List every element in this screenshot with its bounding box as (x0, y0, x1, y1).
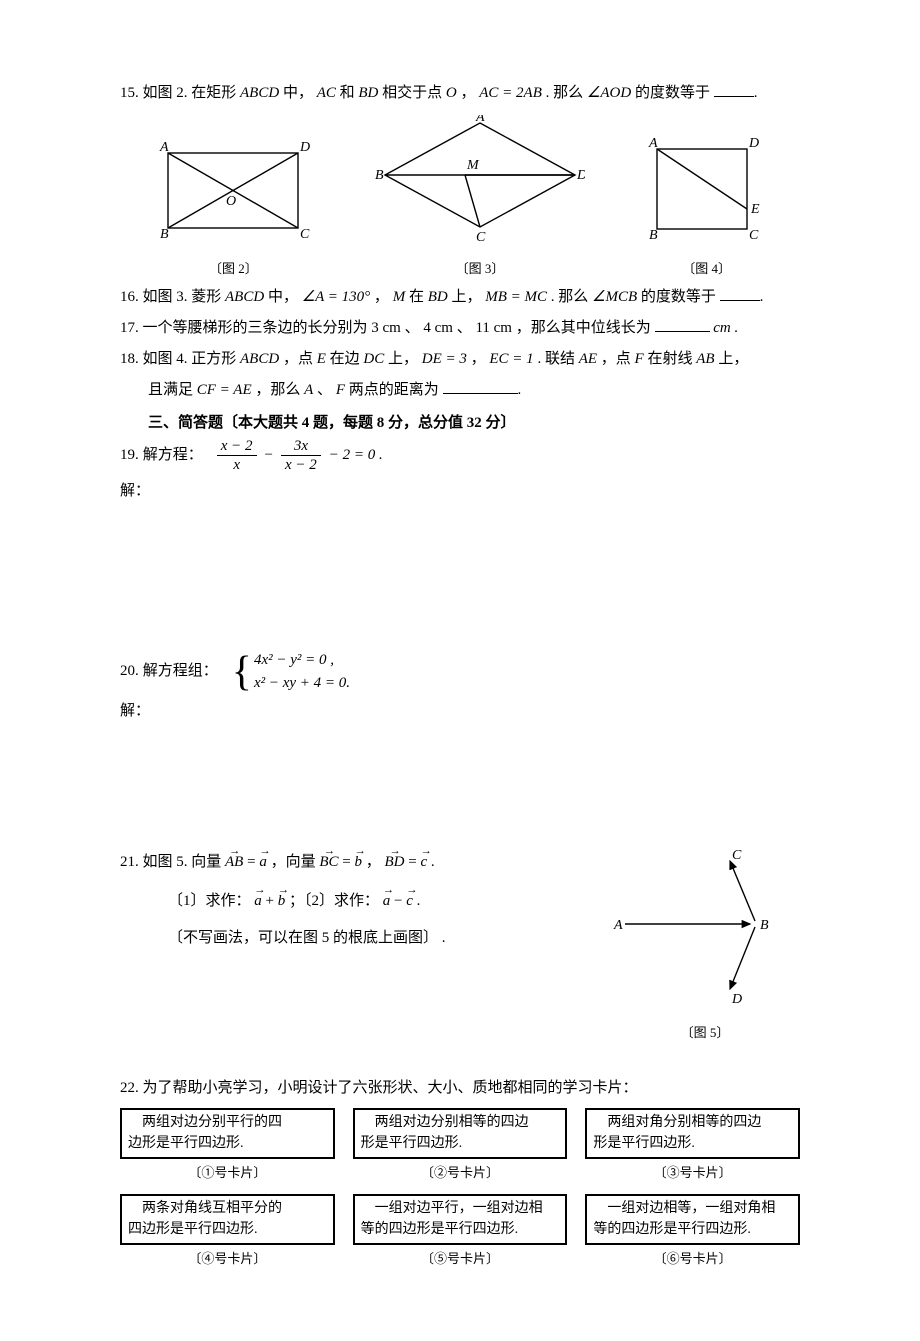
figure-5-svg: A B C D (610, 849, 800, 1009)
svg-text:M: M (466, 158, 480, 173)
svg-text:B: B (160, 227, 169, 242)
problem-18-line2: 且满足 CF = AE ，那么 A 、 F 两点的距离为 . (120, 377, 800, 404)
figure-2: A D B C O 〔图 2〕 (148, 135, 318, 280)
q-num: 19. (120, 442, 139, 469)
card-4: 两条对角线互相平分的四边形是平行四边形. 〔④号卡片〕 (120, 1194, 335, 1270)
problem-15: 15. 如图 2. 在矩形 ABCD 中， AC 和 BD 相交于点 O ， A… (120, 80, 800, 107)
svg-text:C: C (732, 849, 742, 863)
blank (443, 378, 518, 394)
vector: AB (225, 849, 243, 876)
q-num: 20. (120, 658, 139, 685)
svg-text:B: B (375, 168, 384, 183)
svg-text:D: D (731, 992, 742, 1007)
problem-18: 18. 如图 4. 正方形 ABCD ，点 E 在边 DC 上， DE = 3 … (120, 346, 800, 373)
figure-5: A B C D 〔图 5〕 (610, 849, 800, 1044)
figure-2-svg: A D B C O (148, 135, 318, 245)
svg-text:A: A (159, 140, 169, 155)
svg-text:D: D (748, 136, 759, 151)
q-num: 16. (120, 289, 139, 305)
problem-17: 17. 一个等腰梯形的三条边的长分别为 3 cm 、 4 cm 、 11 cm … (120, 315, 800, 342)
card-6: 一组对边相等，一组对角相等的四边形是平行四边形. 〔⑥号卡片〕 (585, 1194, 800, 1270)
svg-text:C: C (749, 228, 759, 243)
problem-19: 19. 解方程： x − 2 x − 3x x − 2 − 2 = 0 . (120, 437, 800, 474)
card-row-1: 两组对边分别平行的四边形是平行四边形. 〔①号卡片〕 两组对边分别相等的四边形是… (120, 1108, 800, 1184)
card-2: 两组对边分别相等的四边形是平行四边形. 〔②号卡片〕 (353, 1108, 568, 1184)
problem-19-solution-label: 解： (120, 478, 800, 505)
q-num: 15. (120, 85, 139, 101)
figure-5-caption: 〔图 5〕 (610, 1021, 800, 1044)
q-num: 17. (120, 320, 139, 336)
fraction: x − 2 x (217, 437, 257, 474)
equation-system: { 4x² − y² = 0 , x² − xy + 4 = 0. (232, 649, 350, 694)
fraction: 3x x − 2 (281, 437, 321, 474)
q-num: 21. (120, 854, 139, 870)
svg-text:A: A (613, 918, 623, 933)
figure-3: A B C D M 〔图 3〕 (375, 115, 585, 280)
figure-3-caption: 〔图 3〕 (375, 257, 585, 280)
blank (655, 316, 710, 332)
card-1: 两组对边分别平行的四边形是平行四边形. 〔①号卡片〕 (120, 1108, 335, 1184)
figure-4-svg: A D B C E (642, 135, 772, 245)
svg-text:D: D (576, 168, 585, 183)
problem-20: 20. 解方程组： { 4x² − y² = 0 , x² − xy + 4 =… (120, 649, 800, 694)
problem-16: 16. 如图 3. 菱形 ABCD 中， ∠A = 130° ， M 在 BD … (120, 284, 800, 311)
blank (714, 81, 754, 97)
svg-text:A: A (648, 136, 658, 151)
card-5: 一组对边平行，一组对边相等的四边形是平行四边形. 〔⑤号卡片〕 (353, 1194, 568, 1270)
section-3-title: 三、简答题〔本大题共 4 题，每题 8 分，总分值 32 分〕 (120, 410, 800, 437)
figure-4: A D B C E 〔图 4〕 (642, 135, 772, 280)
figure-4-caption: 〔图 4〕 (642, 257, 772, 280)
svg-text:C: C (476, 230, 486, 245)
figure-2-caption: 〔图 2〕 (148, 257, 318, 280)
figure-3-svg: A B C D M (375, 115, 585, 245)
svg-text:E: E (750, 202, 760, 217)
svg-text:A: A (475, 115, 485, 125)
figure-row-1: A D B C O 〔图 2〕 A B C D M (120, 115, 800, 280)
q-num: 22. (120, 1080, 139, 1096)
card-3: 两组对角分别相等的四边形是平行四边形. 〔③号卡片〕 (585, 1108, 800, 1184)
svg-text:C: C (300, 227, 310, 242)
blank (720, 285, 760, 301)
svg-text:D: D (299, 140, 310, 155)
svg-text:O: O (226, 194, 236, 209)
problem-20-solution-label: 解： (120, 698, 800, 725)
svg-text:B: B (649, 228, 658, 243)
card-row-2: 两条对角线互相平分的四边形是平行四边形. 〔④号卡片〕 一组对边平行，一组对边相… (120, 1194, 800, 1270)
q-num: 18. (120, 351, 139, 367)
problem-22: 22. 为了帮助小亮学习，小明设计了六张形状、大小、质地都相同的学习卡片： (120, 1075, 800, 1102)
svg-text:B: B (760, 918, 769, 933)
problem-21: 21. 如图 5. 向量 AB = a ，向量 BC = b ， BD = c … (120, 849, 800, 1044)
